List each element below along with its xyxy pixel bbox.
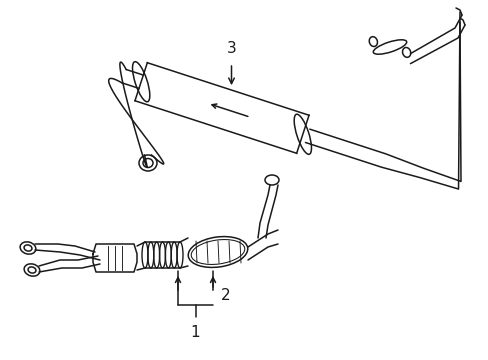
Text: 2: 2 xyxy=(221,288,230,302)
Text: 3: 3 xyxy=(226,41,236,56)
Text: 1: 1 xyxy=(190,325,200,340)
